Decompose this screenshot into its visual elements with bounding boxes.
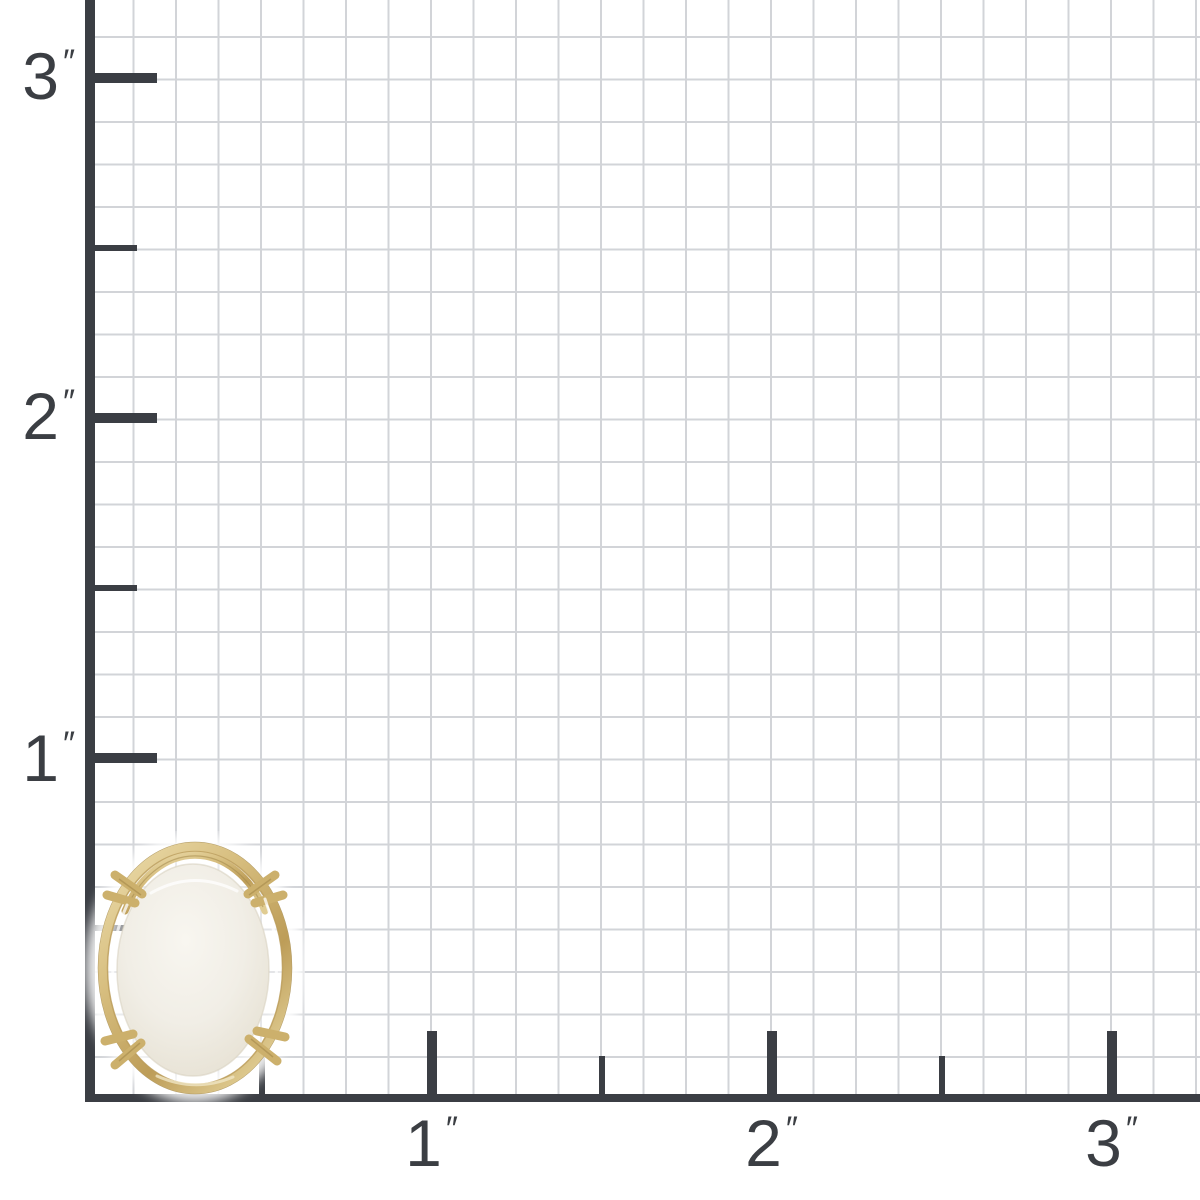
x-minor-tick-2p5in bbox=[939, 1056, 945, 1094]
highlight-left bbox=[111, 903, 129, 998]
inch-mark: ″ bbox=[62, 383, 76, 421]
inch-mark: ″ bbox=[62, 725, 76, 763]
x-axis-label-1in: 1″ bbox=[362, 1110, 502, 1176]
prongs bbox=[100, 870, 290, 1070]
x-major-tick-2in bbox=[767, 1031, 777, 1094]
x-axis-label-2in: 2″ bbox=[702, 1110, 842, 1176]
y-minor-tick-2p5in bbox=[95, 245, 137, 251]
y-axis-label-2in: 2″ bbox=[0, 383, 76, 449]
y-minor-tick-1p5in bbox=[95, 585, 137, 591]
prong-shadow-line bbox=[118, 1042, 141, 1062]
x-label-3-value: 3 bbox=[1085, 1106, 1123, 1180]
y-major-tick-2in bbox=[95, 413, 157, 423]
y-label-2-value: 2 bbox=[22, 379, 60, 453]
prong-upper-right bbox=[243, 870, 288, 908]
inch-mark: ″ bbox=[62, 43, 76, 81]
y-major-tick-1in bbox=[95, 753, 157, 763]
gold-band bbox=[98, 842, 292, 1094]
stone-edge bbox=[116, 863, 270, 1077]
x-minor-tick-1p5in bbox=[599, 1056, 605, 1094]
x-major-tick-1in bbox=[427, 1031, 437, 1094]
prong-shadow-line bbox=[250, 1038, 274, 1058]
inch-mark: ″ bbox=[445, 1110, 459, 1148]
prong-shadow-line bbox=[118, 878, 142, 896]
prong-upper-left bbox=[102, 870, 147, 908]
highlight-bottom bbox=[155, 1074, 235, 1087]
y-axis-label-1in: 1″ bbox=[0, 725, 76, 791]
horizontal-ruler-axis bbox=[85, 1094, 1200, 1102]
x-major-tick-3in bbox=[1107, 1031, 1117, 1094]
x-label-2-value: 2 bbox=[745, 1106, 783, 1180]
inch-mark: ″ bbox=[1125, 1110, 1139, 1148]
vertical-ruler-axis bbox=[85, 0, 95, 1102]
band-highlights bbox=[111, 879, 279, 998]
top-wire-shadow bbox=[126, 855, 264, 908]
y-axis-label-3in: 3″ bbox=[0, 43, 76, 109]
highlight-right bbox=[263, 897, 279, 991]
product-photo-ring bbox=[85, 833, 305, 1103]
inch-mark: ″ bbox=[785, 1110, 799, 1148]
prong-shadow-line bbox=[248, 878, 272, 896]
x-axis-label-3in: 3″ bbox=[1042, 1110, 1182, 1176]
x-label-1-value: 1 bbox=[405, 1106, 443, 1180]
highlight-top bbox=[149, 879, 239, 895]
y-label-1-value: 1 bbox=[22, 721, 60, 795]
y-major-tick-3in bbox=[95, 73, 157, 83]
y-label-3-value: 3 bbox=[22, 39, 60, 113]
prong-shadows bbox=[118, 878, 274, 1062]
moonstone-cabochon bbox=[117, 864, 269, 1076]
